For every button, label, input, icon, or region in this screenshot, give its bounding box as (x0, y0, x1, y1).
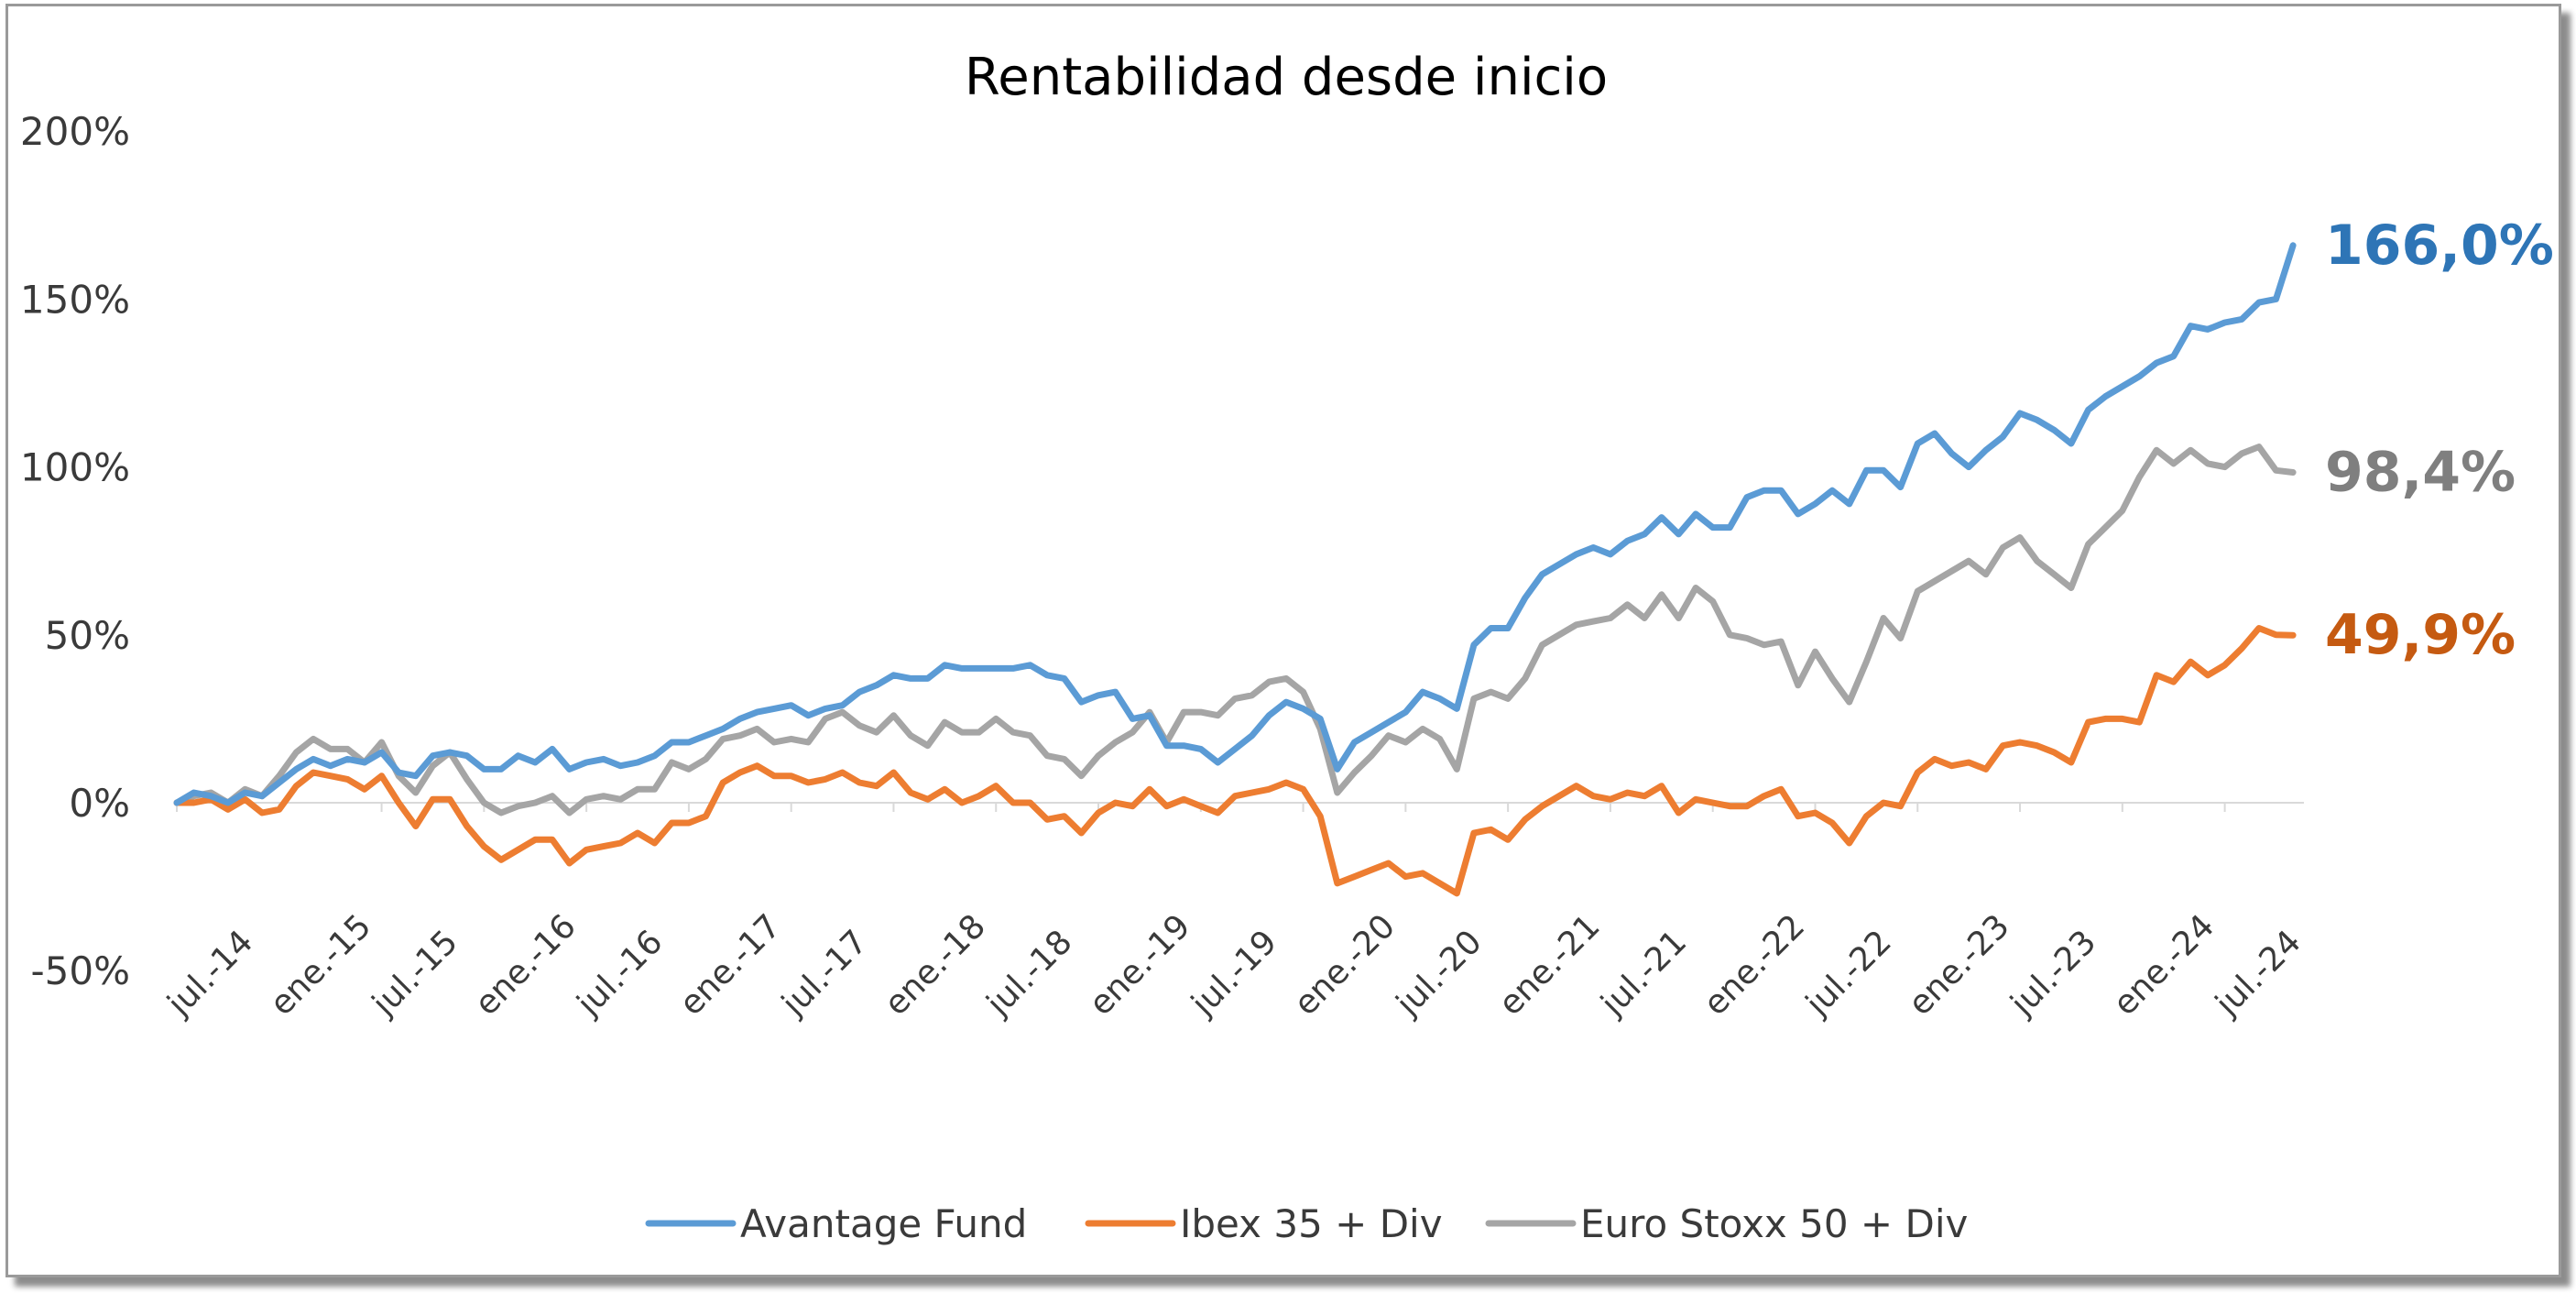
x-tick-label: ene.-20 (1287, 907, 1403, 1023)
x-tick-label: jul.-17 (774, 923, 875, 1024)
x-tick-label: ene.-22 (1697, 907, 1812, 1023)
x-tick-label: ene.-24 (2106, 907, 2221, 1023)
x-tick-label: jul.-23 (2003, 923, 2104, 1024)
legend-label: Euro Stoxx 50 + Div (1580, 1201, 1968, 1246)
x-tick-label: ene.-17 (672, 907, 788, 1023)
x-tick-label: ene.-16 (468, 907, 584, 1023)
end-labels: 166,0% 49,9% 98,4% (2325, 214, 2554, 667)
x-tick-label: jul.-21 (1594, 923, 1695, 1024)
chart-frame (5, 4, 2561, 1277)
x-tick-label: jul.-18 (979, 923, 1080, 1024)
series-line-ibex-35-div (173, 625, 2297, 897)
series-line-avantage-fund (173, 242, 2297, 806)
legend: Avantage Fund Ibex 35 + Div Euro Stoxx 50 … (645, 1201, 1968, 1246)
chart-title: Rentabilidad desde inicio (965, 48, 1608, 107)
y-axis: 200% 150% 100% 50% 0% -50% (20, 109, 130, 993)
y-tick-label: 50% (45, 613, 130, 658)
y-tick-label: 100% (20, 445, 130, 490)
legend-label: Avantage Fund (740, 1201, 1027, 1246)
x-tick-label: ene.-19 (1082, 907, 1197, 1023)
x-tick-label: ene.-15 (263, 907, 378, 1023)
x-tick-label: ene.-21 (1492, 907, 1608, 1023)
end-value-label: 49,9% (2325, 603, 2516, 667)
x-tick-label: ene.-23 (1902, 907, 2017, 1023)
x-tick-label: ene.-18 (878, 907, 993, 1023)
y-tick-label: 200% (20, 109, 130, 154)
end-value-label: 98,4% (2325, 440, 2516, 504)
x-tick-label: jul.-24 (2208, 923, 2309, 1024)
x-tick-label: jul.-19 (1184, 923, 1284, 1024)
series-lines (173, 242, 2297, 897)
end-value-label: 166,0% (2325, 214, 2554, 278)
legend-label: Ibex 35 + Div (1180, 1201, 1443, 1246)
x-tick-label: jul.-14 (160, 923, 261, 1024)
x-tick-label: jul.-15 (365, 923, 465, 1024)
x-tick-label: jul.-20 (1389, 923, 1490, 1024)
series-line-euro-stoxx-50-div (173, 444, 2297, 816)
x-tick-label: jul.-16 (570, 923, 671, 1024)
y-tick-label: -50% (30, 948, 130, 993)
x-tick-label: jul.-22 (1798, 923, 1899, 1024)
y-tick-label: 150% (20, 277, 130, 322)
y-tick-label: 0% (69, 781, 130, 826)
